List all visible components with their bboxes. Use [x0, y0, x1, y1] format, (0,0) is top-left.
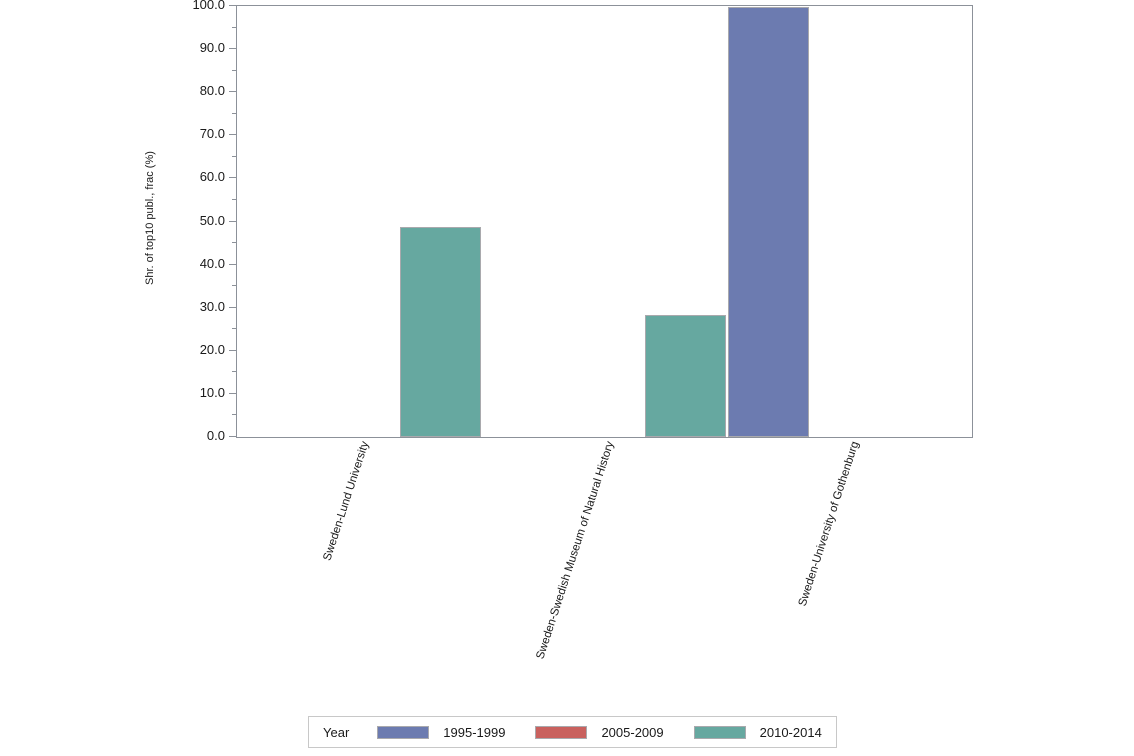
y-axis-tick-label: 0.0 [206, 428, 225, 443]
tick-mark [229, 349, 236, 351]
tick-mark [232, 69, 236, 71]
legend-label: 2005-2009 [601, 724, 664, 740]
y-axis-tick-label: 80.0 [199, 83, 225, 99]
legend-item[interactable]: 2005-2009 [535, 724, 664, 740]
y-axis-tick-label: 60.0 [199, 169, 225, 185]
tick-mark [232, 198, 236, 200]
x-axis-label-text: Sweden-University of Gothenburg [796, 440, 861, 608]
tick-mark [229, 134, 236, 136]
tick-mark [232, 371, 236, 373]
tick-mark [229, 436, 236, 437]
y-axis-tick-label: 10.0 [199, 384, 225, 400]
tick-mark [232, 414, 236, 416]
tick-mark [232, 285, 236, 287]
bar[interactable] [400, 226, 481, 437]
plot-area [236, 5, 973, 438]
x-axis-label-text: Sweden-Lund University [320, 440, 371, 563]
tick-mark [232, 155, 236, 157]
y-axis-tick-label: 30.0 [199, 298, 225, 314]
legend: Year 1995-1999 2005-2009 2010-2014 [308, 716, 837, 748]
legend-title: Year [323, 724, 350, 740]
tick-mark [229, 220, 236, 222]
tick-mark [229, 5, 236, 6]
y-axis-tick-label: 40.0 [199, 255, 225, 271]
x-axis-label-text: Sweden-Swedish Museum of Natural History [533, 440, 616, 661]
y-axis-tick-label: 20.0 [199, 341, 225, 357]
tick-mark [229, 177, 236, 179]
bar[interactable] [728, 6, 809, 437]
y-axis-tick-label: 90.0 [199, 40, 225, 56]
tick-mark [229, 91, 236, 93]
legend-swatch-2010-2014 [693, 725, 746, 739]
tick-mark [232, 328, 236, 330]
legend-swatch-2005-2009 [535, 725, 588, 739]
tick-mark [229, 306, 236, 308]
legend-label: 2010-2014 [759, 724, 822, 740]
tick-mark [232, 112, 236, 114]
bars-layer [237, 6, 972, 437]
legend-item[interactable]: 2010-2014 [693, 724, 822, 740]
y-axis-tick-label: 70.0 [199, 126, 225, 142]
tick-mark [229, 48, 236, 50]
bar[interactable] [645, 315, 726, 437]
y-axis-tick-label: 100.0 [192, 0, 225, 12]
legend-label: 1995-1999 [443, 724, 506, 740]
y-axis-tick-label: 50.0 [199, 212, 225, 228]
legend-swatch-1995-1999 [377, 725, 430, 739]
tick-mark [229, 392, 236, 394]
legend-item[interactable]: 1995-1999 [377, 725, 505, 740]
tick-mark [232, 242, 236, 244]
y-axis-ticks: 0.0 10.0 20.0 30.0 40.0 50.0 60.0 70.0 80.0 90.0 1… [0, 0, 236, 443]
tick-mark [232, 26, 236, 28]
tick-mark [229, 263, 236, 265]
x-axis-labels: Sweden-Lund University Sweden-Swedish Mus… [236, 440, 973, 710]
